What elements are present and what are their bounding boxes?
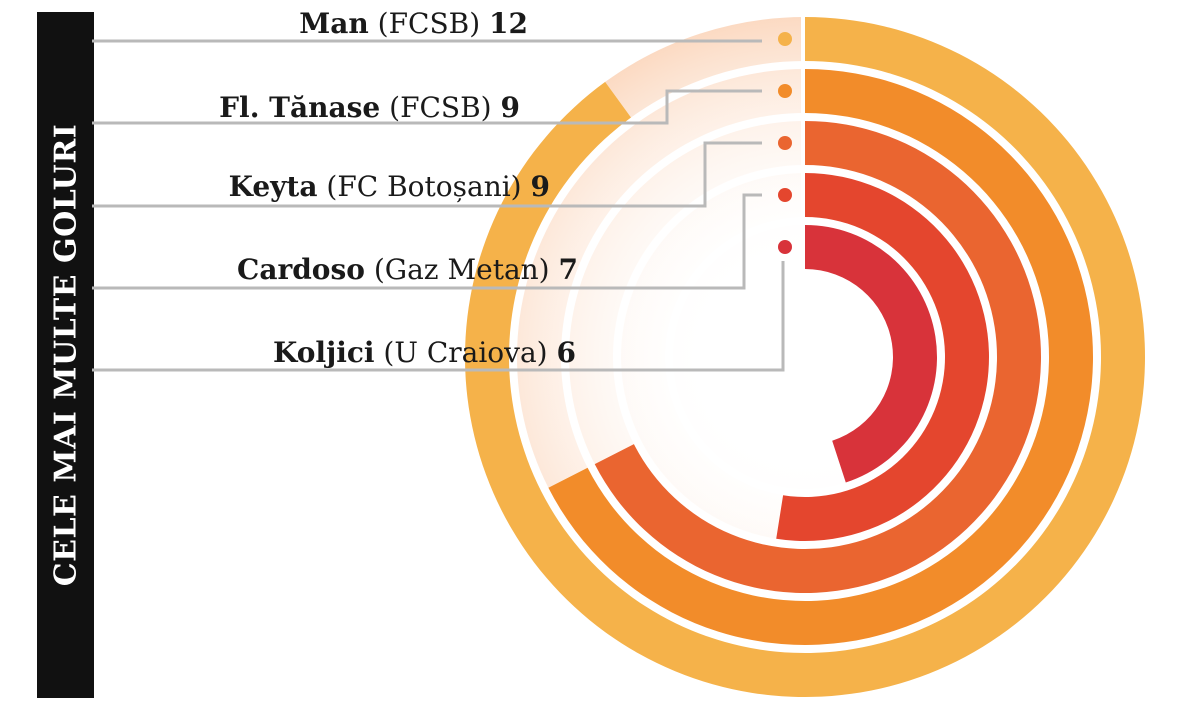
goal-value: 9: [501, 91, 520, 124]
goal-value: 9: [531, 170, 550, 203]
series-label-2: Fl. Tănase (FCSB) 9: [219, 91, 520, 124]
ring-dot-1: [778, 32, 792, 46]
ring-dot-5: [778, 240, 792, 254]
series-label-4: Cardoso (Gaz Metan) 7: [237, 253, 578, 286]
leader-line-3: [92, 141, 762, 208]
team-name: (FC Botoșani): [318, 170, 531, 203]
leader-line-4: [92, 193, 762, 290]
player-name: Man: [299, 7, 369, 40]
goal-value: 12: [489, 7, 528, 40]
ring-background-2: [517, 69, 805, 488]
leader-line-2: [92, 89, 762, 125]
ring-dot-2: [778, 84, 792, 98]
team-name: (U Craiova): [375, 336, 557, 369]
leader-line-5: [92, 261, 785, 372]
goal-value: 6: [557, 336, 576, 369]
player-name: Fl. Tănase: [219, 91, 380, 124]
goal-value: 7: [559, 253, 578, 286]
ring-background-4: [620, 173, 805, 539]
team-name: (FCSB): [369, 7, 489, 40]
series-label-1: Man (FCSB) 12: [299, 7, 528, 40]
player-name: Cardoso: [237, 253, 365, 286]
player-name: Keyta: [229, 170, 318, 203]
player-name: Koljici: [273, 336, 375, 369]
series-label-3: Keyta (FC Botoșani) 9: [229, 170, 550, 203]
team-name: (FCSB): [380, 91, 500, 124]
ring-dot-4: [778, 188, 792, 202]
team-name: (Gaz Metan): [365, 253, 559, 286]
ring-background-5: [672, 225, 846, 490]
side-title-bar: CELE MAI MULTE GOLURI: [37, 12, 94, 698]
bar-arc-4: [776, 173, 989, 541]
bar-arc-5: [805, 225, 938, 483]
ring-dot-3: [778, 136, 792, 150]
series-label-5: Koljici (U Craiova) 6: [273, 336, 576, 369]
